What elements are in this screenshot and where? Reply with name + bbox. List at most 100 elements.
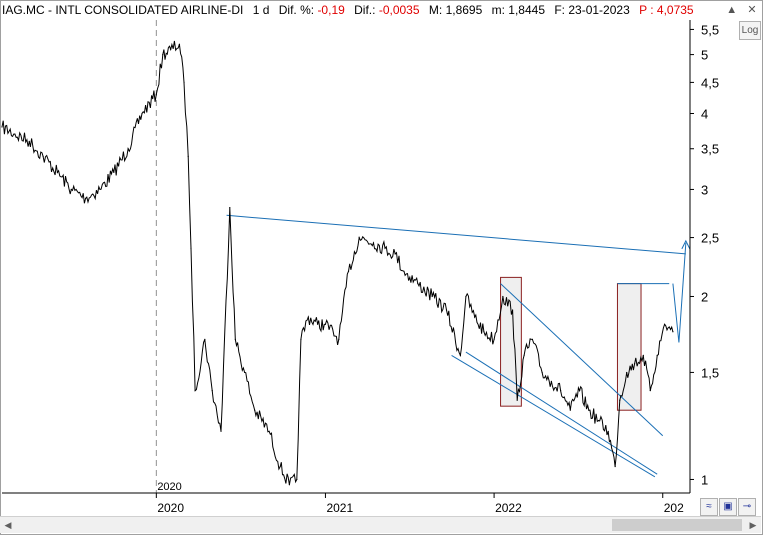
price-label: P : [639, 3, 654, 17]
price-point [254, 409, 256, 411]
y-tick-label: 3 [701, 182, 708, 197]
price-point [307, 316, 309, 318]
scroll-left-icon[interactable]: ◀ [4, 520, 12, 530]
price-point [607, 430, 609, 432]
y-tick-label: 4,5 [701, 75, 719, 90]
price-point [187, 155, 189, 157]
price-point [220, 430, 222, 432]
trendline-lower-wedge [465, 351, 658, 475]
price-point [656, 354, 658, 356]
price-point [459, 354, 461, 356]
price-point [633, 363, 636, 365]
price-point [316, 323, 319, 325]
price-point [211, 390, 213, 392]
price-point [560, 390, 562, 392]
price-point [493, 338, 495, 340]
symbol-label: IAG.MC - INTL CONSOLIDATED AIRLINE-DI [2, 3, 244, 17]
price-point [229, 207, 231, 209]
price-point [243, 371, 246, 374]
price-point [234, 338, 236, 340]
x-tick-label: 2022 [495, 501, 522, 515]
price-point [162, 53, 164, 56]
y-tick-label: 3,5 [701, 142, 719, 157]
window-buttons: ▲ ✕ [722, 2, 759, 17]
price-value: 4,0735 [656, 3, 694, 17]
period-label: 1 d [252, 3, 270, 17]
price-point [56, 171, 59, 174]
price-point [300, 338, 302, 340]
price-point [550, 380, 552, 382]
dif-label: Dif.: [354, 3, 376, 17]
dif-value: -0,0035 [378, 3, 420, 17]
price-point [183, 81, 185, 84]
date-label: F: [554, 3, 566, 17]
price-point [663, 323, 666, 325]
trendline-upper-wedge [500, 283, 664, 437]
price-point [541, 371, 543, 374]
price-point [170, 48, 172, 50]
y-tick-label: 2,5 [701, 231, 719, 246]
highlight-box2 [616, 283, 642, 411]
price-point [204, 338, 206, 340]
min-label: m: [491, 3, 505, 17]
price-point [394, 253, 396, 255]
price-point [502, 295, 504, 298]
price-point [358, 236, 360, 239]
pin-icon[interactable]: ⊸ [738, 498, 756, 516]
projection-arrowhead [681, 239, 691, 250]
price-point [155, 93, 157, 96]
price-point [70, 188, 72, 191]
price-point [445, 309, 448, 311]
scrollbar-thumb[interactable] [612, 519, 742, 531]
price-point [268, 430, 270, 432]
price-point [338, 338, 340, 340]
trendline-lower-channel [451, 354, 656, 478]
price-point [324, 323, 327, 325]
chart-header: IAG.MC - INTL CONSOLIDATED AIRLINE-DI 1 … [2, 2, 694, 18]
close-icon[interactable]: ✕ [747, 4, 757, 16]
date-value: 23-01-2023 [568, 3, 630, 17]
price-point [194, 390, 196, 392]
price-point [85, 197, 87, 199]
price-point [127, 148, 129, 150]
price-point [569, 409, 571, 411]
price-point [597, 419, 600, 422]
min-value: 1,8445 [508, 3, 545, 17]
dif-pct-value: -0,19 [317, 3, 345, 17]
price-point [403, 270, 405, 272]
floppy-disk-icon[interactable]: ▣ [719, 498, 737, 516]
price-point [642, 354, 644, 356]
x-tick-label: 2021 [326, 501, 353, 515]
y-tick-label: 1,5 [701, 365, 719, 380]
price-point [28, 140, 30, 142]
price-point [1, 126, 3, 128]
price-point [531, 338, 534, 340]
price-point [474, 316, 476, 318]
horizontal-scrollbar[interactable]: ◀ ▶ [0, 516, 761, 533]
price-point [431, 295, 433, 298]
price-point [42, 155, 44, 157]
price-point [141, 112, 143, 115]
price-point [516, 399, 518, 401]
price-point [14, 133, 16, 135]
scroll-right-icon[interactable]: ▶ [749, 520, 757, 530]
trendline-resistance-line [226, 214, 686, 255]
price-point [99, 188, 101, 191]
log-scale-button[interactable]: Log [739, 21, 761, 40]
price-point [178, 43, 181, 45]
price-point [649, 390, 651, 392]
price-point [190, 247, 192, 249]
year-marker-label: 2020 [157, 481, 181, 493]
price-point [288, 484, 290, 486]
price-point [483, 331, 485, 333]
y-tick-label: 1 [701, 472, 708, 487]
price-point [417, 282, 419, 285]
price-point [619, 399, 621, 401]
price-point [465, 295, 467, 298]
price-point [113, 171, 115, 174]
chart-style-icon[interactable]: ≈ [700, 498, 718, 516]
price-point [614, 465, 616, 468]
price-point [626, 371, 628, 374]
triangle-up-icon[interactable]: ▲ [726, 4, 738, 16]
